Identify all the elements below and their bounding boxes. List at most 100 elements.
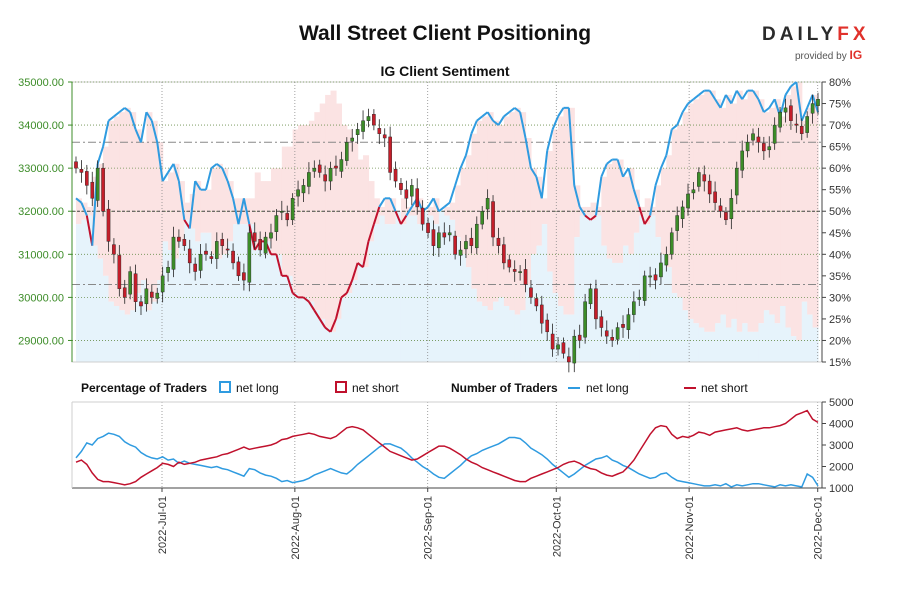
candle-body xyxy=(85,171,89,186)
x-tick-label: 2022-Jul-01 xyxy=(157,496,169,554)
percent-tick-label: 60% xyxy=(829,163,851,175)
long-zone xyxy=(579,215,586,362)
long-zone xyxy=(520,310,527,362)
long-zone xyxy=(682,310,689,362)
candle-body xyxy=(507,259,512,268)
sentiment-line-segment xyxy=(719,94,727,109)
candle-body xyxy=(496,237,501,246)
sentiment-line-segment xyxy=(167,163,175,173)
long-zone xyxy=(76,224,83,362)
sentiment-line-segment xyxy=(557,107,565,117)
short-zone xyxy=(103,146,110,276)
traders-net-short-line xyxy=(75,409,819,486)
short-zone xyxy=(482,116,489,306)
candle-body xyxy=(518,271,522,273)
long-zone xyxy=(465,267,472,362)
candle-body xyxy=(626,314,631,330)
price-tick-label: 31000.00 xyxy=(18,249,64,261)
long-zone xyxy=(493,301,500,362)
long-zone xyxy=(400,224,407,362)
candle-body xyxy=(762,143,766,152)
candle-body xyxy=(372,114,376,126)
long-zone xyxy=(541,224,548,362)
sentiment-line-segment xyxy=(540,150,549,199)
sentiment-line-segment xyxy=(589,214,597,221)
long-zone xyxy=(471,288,478,362)
sentiment-line-segment xyxy=(107,115,115,122)
long-zone xyxy=(373,224,380,362)
long-zone xyxy=(449,219,456,362)
short-zone xyxy=(433,198,440,225)
candle-body xyxy=(409,185,414,197)
candle-body xyxy=(816,99,820,106)
sentiment-line-segment xyxy=(124,107,131,113)
long-zone xyxy=(671,293,678,362)
price-tick-label: 33000.00 xyxy=(18,163,64,175)
long-zone xyxy=(140,280,148,362)
long-zone xyxy=(558,306,565,362)
long-zone xyxy=(162,241,169,362)
long-zone xyxy=(574,237,581,362)
short-zone xyxy=(503,116,510,306)
sentiment-line-segment xyxy=(687,98,695,105)
legend-pct-long-swatch xyxy=(219,381,231,393)
sentiment-line-segment xyxy=(102,120,110,147)
sentiment-line-segment xyxy=(643,215,651,225)
candle-body xyxy=(751,133,755,141)
candle-body xyxy=(198,254,203,271)
candle-body xyxy=(642,275,647,301)
long-zone xyxy=(108,301,115,362)
sentiment-line-segment xyxy=(795,81,803,121)
long-zone xyxy=(563,314,570,362)
long-zone xyxy=(812,327,819,362)
short-zone xyxy=(287,146,294,276)
sentiment-line-segment xyxy=(476,115,483,122)
long-zone xyxy=(330,331,337,362)
candle-body xyxy=(664,254,669,266)
candle-body xyxy=(534,298,539,307)
long-zone xyxy=(660,254,667,362)
candle-body xyxy=(437,232,441,249)
candle-body xyxy=(615,327,620,340)
short-zone xyxy=(292,129,299,294)
long-zone xyxy=(130,310,137,362)
short-zone xyxy=(742,99,749,324)
sentiment-line-segment xyxy=(622,167,630,178)
candle-body xyxy=(783,107,788,113)
candle-body xyxy=(182,239,187,246)
candle-body xyxy=(355,129,360,135)
candle-body xyxy=(431,229,436,246)
candle-body xyxy=(90,181,95,199)
dailyfx-logo: DAILYFX provided by IG xyxy=(762,24,872,62)
sentiment-line-segment xyxy=(134,128,142,143)
candle-body xyxy=(686,193,690,209)
long-zone xyxy=(655,237,662,362)
sentiment-line-segment xyxy=(606,158,613,165)
candle-body xyxy=(697,172,701,187)
long-zone xyxy=(157,280,164,362)
candle-body xyxy=(79,169,84,173)
long-zone xyxy=(124,314,131,362)
legend-pct-short-label: net short xyxy=(352,381,399,395)
long-zone xyxy=(178,241,185,362)
candle-body xyxy=(659,262,663,278)
sentiment-line-segment xyxy=(454,167,462,186)
long-zone xyxy=(780,306,787,362)
sentiment-line-segment xyxy=(530,167,538,178)
long-zone xyxy=(698,327,705,362)
sentiment-line-segment xyxy=(514,107,521,113)
price-tick-label: 34000.00 xyxy=(18,120,64,132)
candle-body xyxy=(388,136,392,173)
long-zone xyxy=(568,314,575,362)
long-zone xyxy=(233,224,240,362)
long-zone xyxy=(287,275,294,362)
candle-body xyxy=(280,211,284,213)
candle-body xyxy=(122,287,127,298)
candle-body xyxy=(778,111,782,128)
long-zone xyxy=(790,336,797,362)
candle-body xyxy=(366,116,371,121)
short-zone xyxy=(227,181,234,242)
price-tick-label: 30000.00 xyxy=(18,292,64,304)
sentiment-line-segment xyxy=(248,223,256,251)
